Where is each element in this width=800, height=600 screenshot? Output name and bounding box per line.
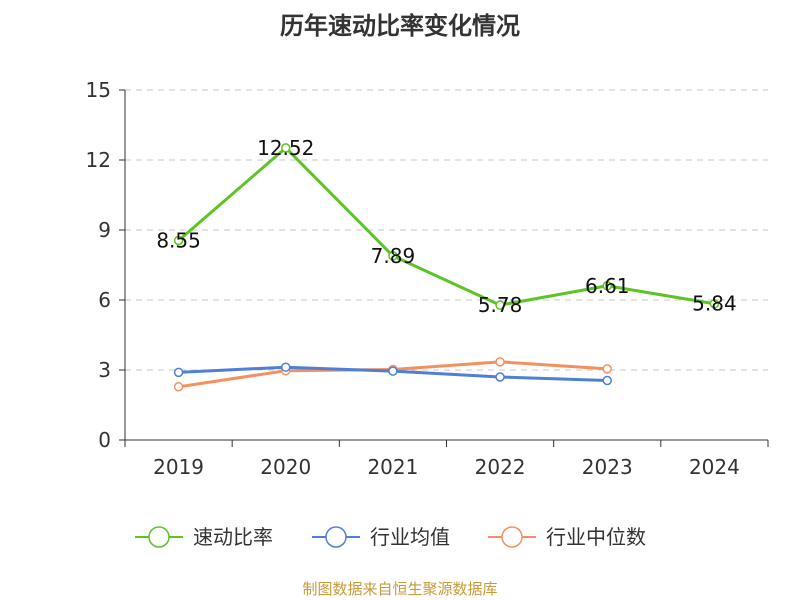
axes: 0 3 6 9 12 15 2019 2020 2021 2022 2023 2024 bbox=[86, 78, 769, 479]
data-label: 7.89 bbox=[371, 244, 416, 268]
source-note: 制图数据来自恒生聚源数据库 bbox=[302, 580, 498, 598]
y-tick-label: 15 bbox=[86, 78, 111, 102]
chart-title: 历年速动比率变化情况 bbox=[280, 12, 520, 40]
x-tick-label: 2022 bbox=[475, 455, 526, 479]
y-tick-label: 3 bbox=[98, 358, 111, 382]
legend-marker bbox=[325, 526, 347, 548]
data-label: 8.55 bbox=[156, 229, 201, 253]
legend: 速动比率 行业均值 行业中位数 bbox=[135, 525, 646, 549]
data-point bbox=[173, 382, 184, 392]
data-labels: 8.55 12.52 7.89 5.78 6.61 5.84 bbox=[156, 136, 736, 317]
series-lines bbox=[173, 143, 720, 392]
data-point bbox=[173, 235, 184, 246]
legend-label: 行业均值 bbox=[370, 525, 450, 549]
x-tick-label: 2021 bbox=[367, 455, 418, 479]
data-point bbox=[495, 300, 505, 310]
legend-label: 行业中位数 bbox=[546, 525, 646, 549]
data-point bbox=[602, 281, 612, 291]
y-tick-label: 12 bbox=[86, 148, 111, 172]
x-tick-label: 2019 bbox=[153, 455, 204, 479]
data-point bbox=[602, 364, 612, 374]
legend-label: 速动比率 bbox=[193, 525, 273, 549]
data-point bbox=[281, 143, 291, 153]
data-point bbox=[281, 362, 291, 372]
y-tick-label: 6 bbox=[98, 288, 111, 312]
grid-lines bbox=[125, 89, 768, 371]
data-point bbox=[709, 298, 720, 309]
data-point bbox=[495, 357, 505, 367]
data-point bbox=[602, 375, 612, 386]
series-line bbox=[177, 146, 715, 307]
data-point bbox=[388, 251, 398, 261]
legend-marker bbox=[148, 526, 170, 548]
data-label: 5.84 bbox=[692, 292, 737, 316]
legend-marker bbox=[501, 526, 523, 548]
data-label: 5.78 bbox=[478, 293, 523, 317]
data-label: 6.61 bbox=[585, 274, 630, 298]
y-tick-label: 9 bbox=[98, 218, 111, 242]
x-tick-label: 2024 bbox=[689, 455, 740, 479]
x-tick-label: 2020 bbox=[260, 455, 311, 479]
data-point bbox=[495, 372, 505, 382]
y-tick-label: 0 bbox=[98, 428, 111, 452]
x-tick-label: 2023 bbox=[582, 455, 633, 479]
data-label: 12.52 bbox=[257, 136, 314, 160]
data-point bbox=[388, 366, 398, 376]
data-point bbox=[173, 367, 184, 378]
